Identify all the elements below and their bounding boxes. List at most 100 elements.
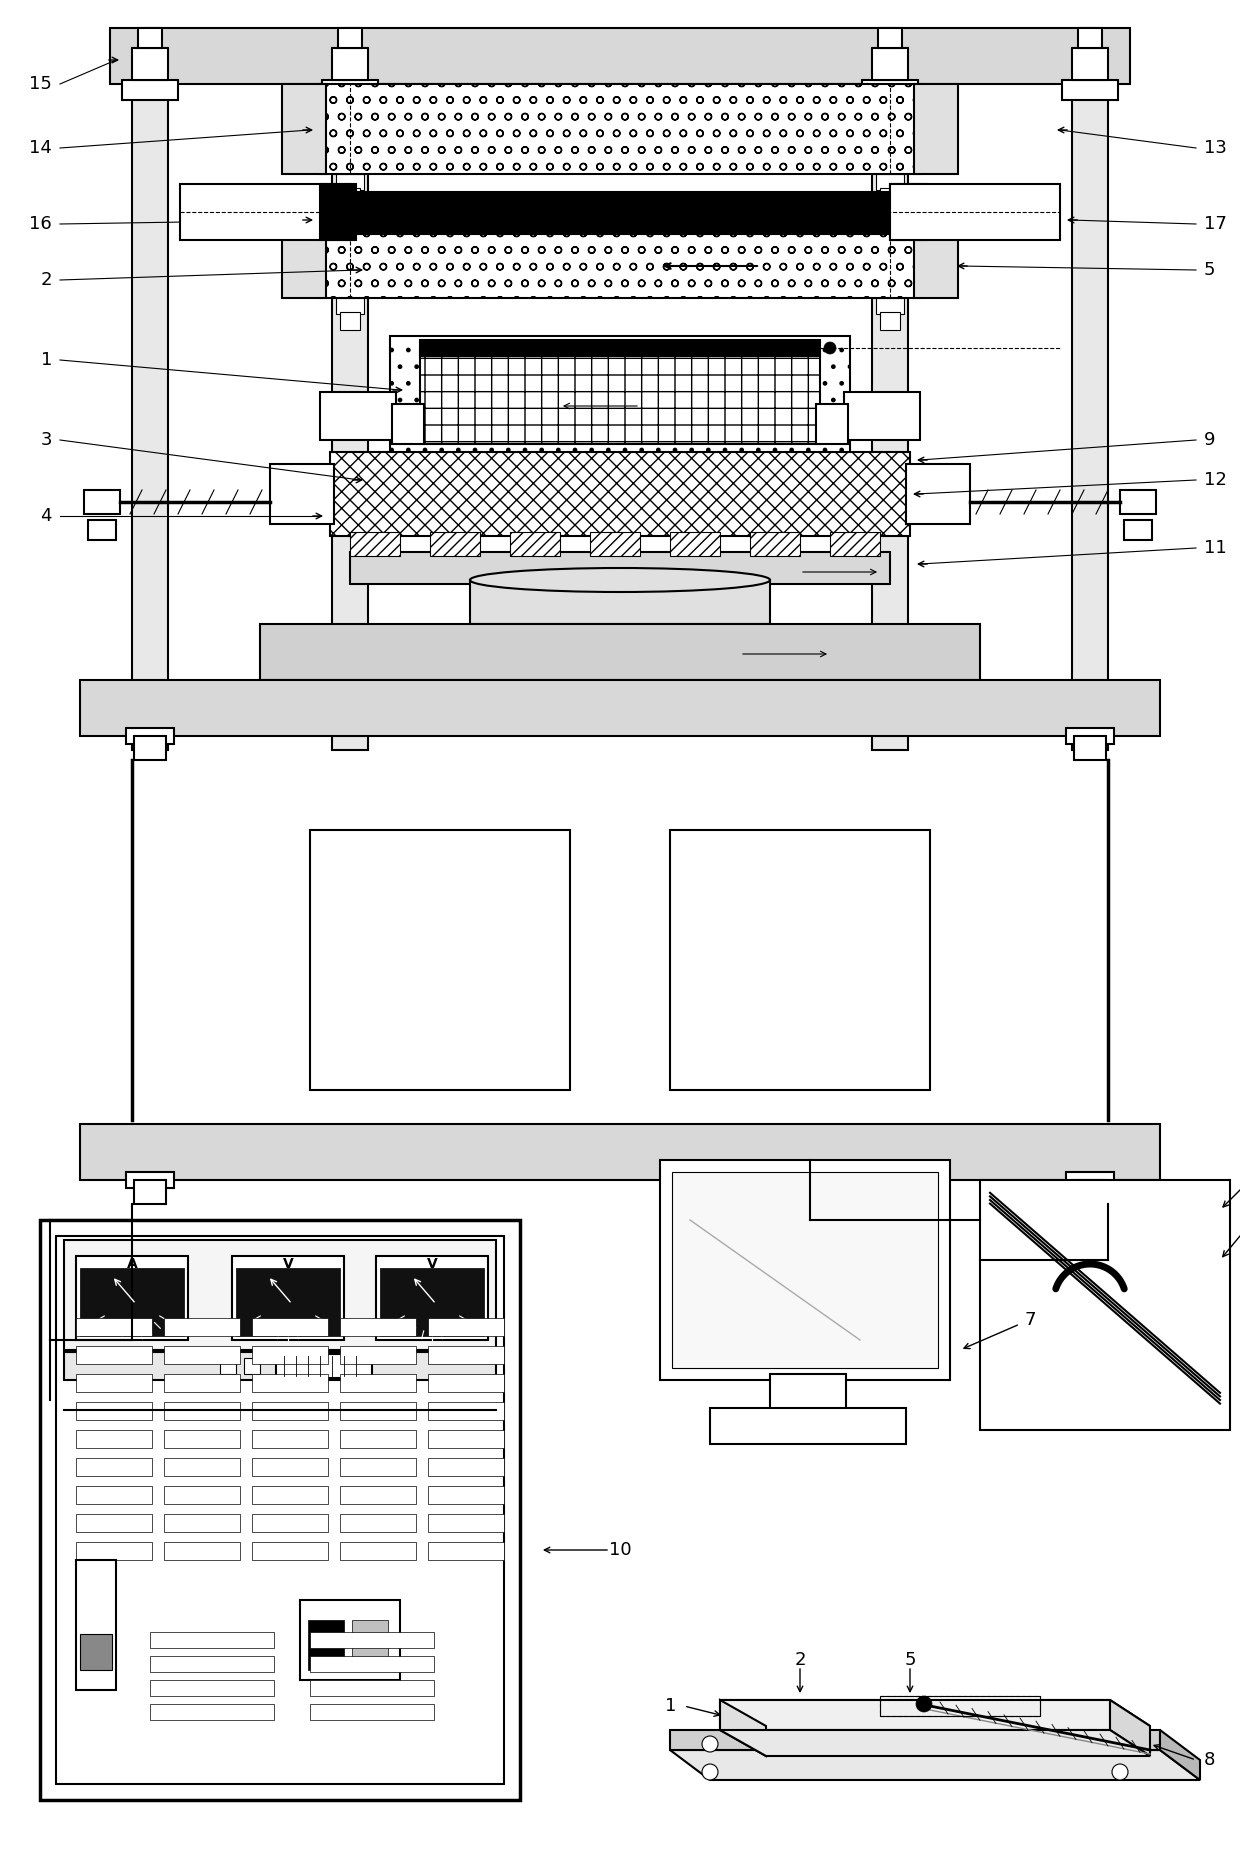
- Bar: [1074, 1179, 1106, 1203]
- Bar: [320, 184, 356, 240]
- Bar: [252, 1458, 329, 1477]
- Bar: [844, 392, 920, 441]
- Bar: [816, 404, 848, 445]
- Bar: [1073, 71, 1109, 750]
- Bar: [1066, 1172, 1114, 1189]
- Bar: [872, 71, 908, 750]
- Bar: [340, 1375, 415, 1391]
- Bar: [244, 1358, 260, 1375]
- Bar: [379, 1269, 484, 1335]
- Bar: [310, 1631, 434, 1648]
- Bar: [428, 1430, 503, 1447]
- Bar: [76, 1430, 153, 1447]
- Bar: [252, 1514, 329, 1533]
- Bar: [150, 1704, 274, 1720]
- Bar: [236, 1269, 340, 1335]
- Text: 5: 5: [1204, 260, 1215, 279]
- Circle shape: [428, 949, 453, 973]
- Bar: [122, 80, 179, 100]
- Bar: [878, 28, 901, 48]
- Circle shape: [787, 949, 812, 973]
- Bar: [750, 532, 800, 556]
- Polygon shape: [236, 1252, 340, 1259]
- Circle shape: [398, 1732, 463, 1797]
- Bar: [340, 1402, 415, 1419]
- Bar: [980, 1179, 1230, 1430]
- Bar: [320, 234, 920, 298]
- Text: 8: 8: [1204, 1750, 1215, 1769]
- Bar: [830, 532, 880, 556]
- Polygon shape: [720, 1700, 1110, 1730]
- Text: V: V: [283, 1257, 294, 1270]
- Text: 2: 2: [795, 1652, 806, 1668]
- Bar: [340, 1430, 415, 1447]
- Bar: [110, 28, 1130, 84]
- Bar: [428, 1375, 503, 1391]
- Ellipse shape: [470, 567, 770, 591]
- Circle shape: [744, 904, 856, 1016]
- Bar: [1066, 727, 1114, 744]
- Bar: [164, 1319, 241, 1335]
- Circle shape: [906, 839, 923, 854]
- Bar: [420, 340, 820, 355]
- Bar: [76, 1375, 153, 1391]
- Bar: [150, 1680, 274, 1696]
- Bar: [875, 298, 904, 314]
- Bar: [164, 1375, 241, 1391]
- Bar: [322, 80, 378, 100]
- Circle shape: [825, 342, 836, 353]
- Polygon shape: [1110, 1700, 1149, 1756]
- Bar: [164, 1542, 241, 1561]
- Bar: [310, 1680, 434, 1696]
- Bar: [88, 521, 117, 539]
- Bar: [76, 1458, 153, 1477]
- Bar: [320, 392, 396, 441]
- Bar: [164, 1458, 241, 1477]
- Text: 1: 1: [665, 1696, 676, 1715]
- Bar: [81, 681, 1159, 737]
- Text: 15: 15: [29, 74, 52, 93]
- Bar: [324, 396, 348, 413]
- Bar: [134, 1179, 166, 1203]
- Bar: [252, 1375, 329, 1391]
- Circle shape: [696, 856, 904, 1064]
- Polygon shape: [720, 1700, 766, 1756]
- Bar: [428, 1458, 503, 1477]
- Bar: [470, 580, 770, 623]
- Bar: [880, 312, 900, 329]
- Polygon shape: [1159, 1730, 1200, 1780]
- Bar: [350, 532, 401, 556]
- Bar: [892, 420, 916, 435]
- Circle shape: [678, 839, 694, 854]
- Bar: [84, 489, 120, 513]
- Bar: [428, 1319, 503, 1335]
- Bar: [324, 420, 348, 435]
- Bar: [252, 1486, 329, 1505]
- Circle shape: [546, 1066, 562, 1083]
- Bar: [914, 234, 959, 298]
- Bar: [340, 1458, 415, 1477]
- Polygon shape: [720, 1730, 1149, 1756]
- Bar: [219, 1358, 236, 1375]
- Bar: [310, 1704, 434, 1720]
- Text: 7: 7: [1024, 1311, 1035, 1330]
- Bar: [150, 1655, 274, 1672]
- Bar: [277, 1354, 372, 1378]
- Bar: [892, 396, 916, 413]
- Text: V: V: [427, 1257, 438, 1270]
- Bar: [336, 175, 365, 190]
- Bar: [332, 48, 368, 80]
- Bar: [880, 1696, 1040, 1717]
- Circle shape: [906, 1066, 923, 1083]
- Circle shape: [678, 1066, 694, 1083]
- Bar: [392, 404, 424, 445]
- Bar: [880, 188, 900, 206]
- Bar: [1120, 489, 1156, 513]
- Text: 3: 3: [41, 432, 52, 448]
- Bar: [376, 1256, 489, 1339]
- Bar: [391, 337, 849, 456]
- Bar: [76, 1486, 153, 1505]
- Bar: [320, 84, 920, 175]
- Bar: [339, 28, 362, 48]
- Bar: [76, 1256, 188, 1339]
